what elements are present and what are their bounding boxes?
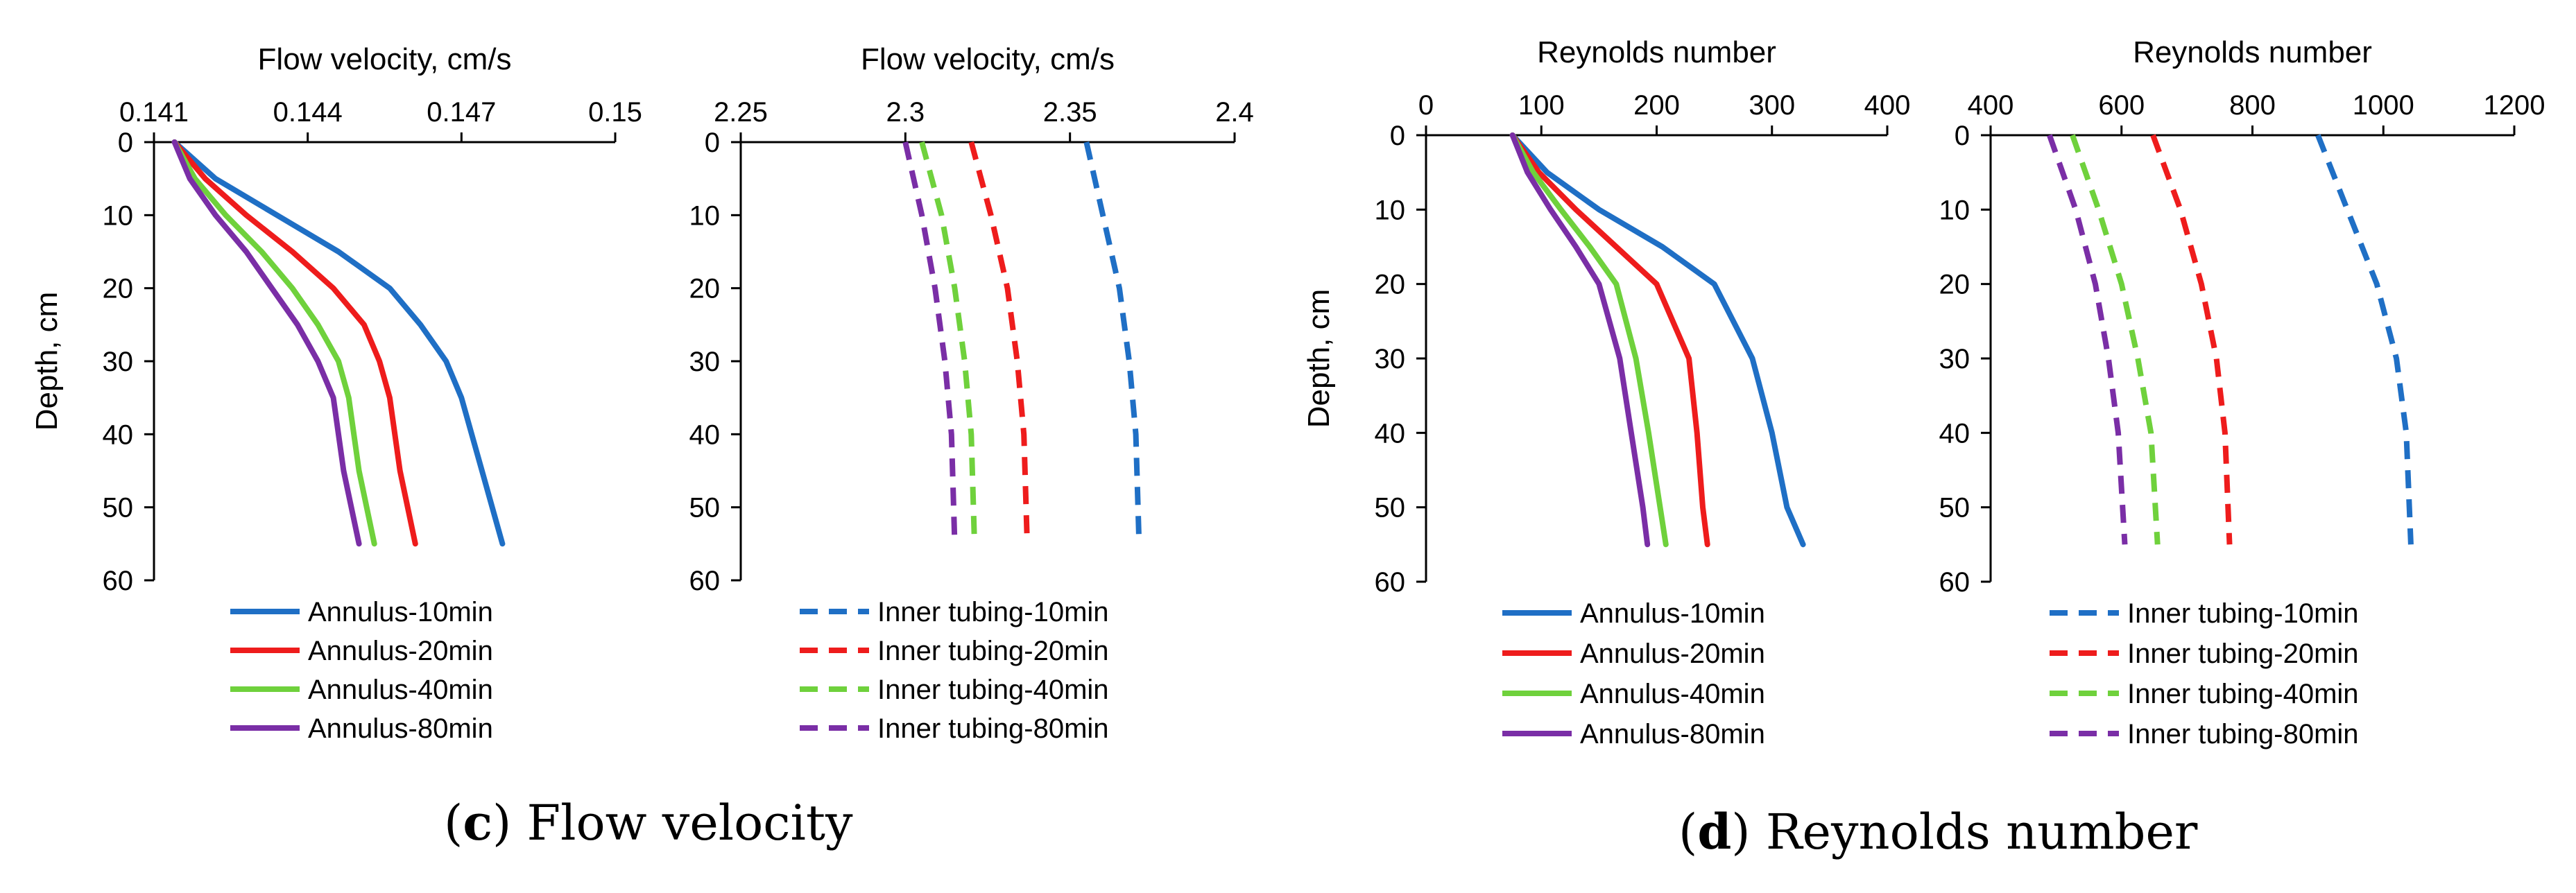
series-line-40min xyxy=(1509,132,1669,548)
y-tick-label: 50 xyxy=(689,493,721,523)
x-tick-label: 0 xyxy=(1418,90,1434,121)
y-tick-label: 0 xyxy=(1390,121,1405,151)
x-tick-label: 1000 xyxy=(2353,90,2414,121)
y-tick-label: 10 xyxy=(1939,195,1970,225)
chart-d-inner: 400 600 800 1000 1200 0 10 20 30 40 50 60 Reynolds n… xyxy=(1939,35,2545,749)
legend-label-20min: Inner tubing-20min xyxy=(877,636,1109,666)
x-axis-title: Flow velocity, cm/s xyxy=(258,42,512,76)
caption-d-letter: d xyxy=(1697,803,1732,860)
series-line-40min xyxy=(2070,134,2161,545)
y-tick-label: 60 xyxy=(1375,567,1406,598)
chart-c-inner: 2.25 2.3 2.35 2.4 0 10 20 30 40 50 60 Flow velocity… xyxy=(689,42,1254,744)
legend-label-80min: Annulus-80min xyxy=(308,713,493,744)
series-line-20min xyxy=(968,141,1030,544)
legend-label-10min: Inner tubing-10min xyxy=(2127,598,2359,629)
x-axis-title: Reynolds number xyxy=(2133,35,2372,69)
caption-c-text: Flow velocity xyxy=(526,795,853,851)
x-tick-label: 2.35 xyxy=(1043,97,1097,128)
series-line-20min xyxy=(1509,132,1710,548)
series-line-20min xyxy=(2150,134,2233,545)
series-line-80min xyxy=(2047,134,2128,545)
legend-label-20min: Inner tubing-20min xyxy=(2127,639,2359,669)
y-tick-label: 60 xyxy=(689,566,721,596)
caption-d-text: Reynolds number xyxy=(1765,804,2198,860)
series-line-10min xyxy=(171,139,506,547)
y-tick-label: 50 xyxy=(103,493,134,523)
y-tick-label: 60 xyxy=(1939,567,1970,598)
x-tick-label: 0.141 xyxy=(119,97,189,128)
y-tick-label: 20 xyxy=(1375,270,1406,300)
x-tick-label: 100 xyxy=(1518,90,1565,121)
x-tick-label: 2.3 xyxy=(886,97,925,128)
y-tick-label: 30 xyxy=(1939,344,1970,374)
legend-label-10min: Annulus-10min xyxy=(1580,598,1765,629)
caption-d: (d) Reynolds number xyxy=(1678,803,2198,860)
y-axis-title: Depth, cm xyxy=(30,292,64,431)
y-tick-label: 40 xyxy=(1939,418,1970,449)
series-line-10min xyxy=(1509,132,1806,548)
x-axis-title: Flow velocity, cm/s xyxy=(861,42,1115,76)
legend-label-10min: Annulus-10min xyxy=(308,597,493,627)
x-tick-label: 0.147 xyxy=(427,97,496,128)
x-tick-label: 800 xyxy=(2229,90,2276,121)
y-tick-label: 10 xyxy=(689,200,721,231)
y-tick-label: 40 xyxy=(1375,418,1406,449)
y-tick-label: 30 xyxy=(1375,344,1406,374)
x-tick-label: 400 xyxy=(1968,90,2014,121)
x-tick-label: 0.144 xyxy=(273,97,343,128)
legend-label-10min: Inner tubing-10min xyxy=(877,597,1109,627)
x-tick-label: 200 xyxy=(1633,90,1680,121)
y-tick-label: 60 xyxy=(103,566,134,596)
legend-label-40min: Inner tubing-40min xyxy=(2127,679,2359,709)
x-tick-label: 2.4 xyxy=(1215,97,1254,128)
series-line-40min xyxy=(171,139,377,547)
caption-c: (c) Flow velocity xyxy=(444,794,853,851)
y-tick-label: 30 xyxy=(689,347,721,377)
y-tick-label: 40 xyxy=(689,419,721,450)
y-tick-label: 40 xyxy=(103,419,134,450)
y-tick-label: 50 xyxy=(1375,493,1406,523)
chart-c-annulus: 0.141 0.144 0.147 0.15 0 10 20 30 40 50 60 Flow vel… xyxy=(30,42,642,744)
series-line-10min xyxy=(1083,141,1142,544)
x-axis-title: Reynolds number xyxy=(1537,35,1776,69)
y-tick-label: 20 xyxy=(1939,270,1970,300)
x-tick-label: 2.25 xyxy=(714,97,768,128)
x-tick-label: 300 xyxy=(1749,90,1795,121)
series-line-80min xyxy=(1509,132,1651,548)
x-tick-label: 400 xyxy=(1864,90,1911,121)
legend-label-80min: Inner tubing-80min xyxy=(2127,719,2359,749)
legend-label-80min: Annulus-80min xyxy=(1580,719,1765,749)
series-line-10min xyxy=(2315,134,2414,545)
x-tick-label: 0.15 xyxy=(588,97,642,128)
y-tick-label: 30 xyxy=(103,347,134,377)
legend-label-20min: Annulus-20min xyxy=(1580,639,1765,669)
y-tick-label: 0 xyxy=(705,128,720,158)
y-axis-title: Depth, cm xyxy=(1302,289,1336,428)
y-tick-label: 0 xyxy=(118,128,133,158)
y-tick-label: 10 xyxy=(1375,195,1406,225)
legend-label-40min: Annulus-40min xyxy=(1580,679,1765,709)
y-tick-label: 20 xyxy=(689,274,721,304)
chart-d-annulus: 0 100 200 300 400 0 10 20 30 40 50 60 Reynolds numbe… xyxy=(1302,35,1910,749)
y-tick-label: 10 xyxy=(103,200,134,231)
series-line-80min xyxy=(902,141,958,544)
legend-label-80min: Inner tubing-80min xyxy=(877,713,1109,744)
series-line-40min xyxy=(919,141,977,544)
x-tick-label: 1200 xyxy=(2484,90,2545,121)
series-line-20min xyxy=(171,139,418,547)
legend-label-40min: Inner tubing-40min xyxy=(877,675,1109,705)
series-line-80min xyxy=(171,139,362,547)
x-tick-label: 600 xyxy=(2098,90,2145,121)
legend-label-40min: Annulus-40min xyxy=(308,675,493,705)
y-tick-label: 50 xyxy=(1939,493,1970,523)
y-tick-label: 0 xyxy=(1955,121,1970,151)
caption-c-letter: c xyxy=(463,794,492,851)
y-tick-label: 20 xyxy=(103,274,134,304)
legend-label-20min: Annulus-20min xyxy=(308,636,493,666)
